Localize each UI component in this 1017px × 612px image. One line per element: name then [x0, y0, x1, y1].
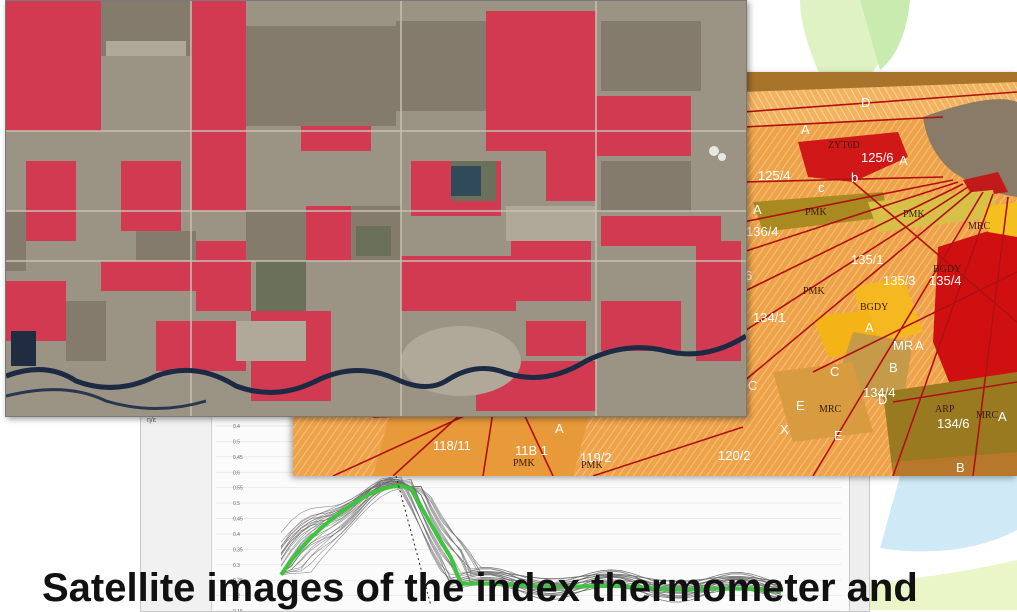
parcel-label: 134/1: [753, 310, 786, 325]
parcel-label: C: [830, 364, 839, 379]
parcel-label: D: [861, 95, 870, 110]
chart-mean-curve: [279, 483, 782, 593]
parcel-label: A: [753, 202, 762, 217]
parcel-label: D: [878, 392, 887, 407]
chart-spectral-curve: [280, 478, 782, 598]
chart-y-tick-label: 0.4: [233, 532, 240, 538]
chart-y-tick-label: 0.35: [233, 547, 243, 553]
parcel-label: 125/6: [861, 150, 894, 165]
parcel-label: ZYT6D: [828, 140, 860, 151]
parcel-label: A: [865, 320, 874, 335]
parcel-label: MRC: [976, 410, 999, 421]
chart-y-ticks: 0.4 0.5 0.45 0.6 0.55 0.5 0.45 0.4 0.35 0.3 0.25 0.…: [233, 424, 243, 611]
chart-y-tick-label: 0.2: [233, 594, 240, 600]
parcel-label: b: [851, 170, 858, 185]
satellite-image-canvas: [6, 1, 746, 416]
chart-plot-area: η/ε 0.40.50.450.60.550.50.450.40.350.30.…: [141, 406, 869, 611]
parcel-label: 125/4: [758, 168, 791, 183]
chart-curves: [279, 475, 782, 607]
parcel-label: MRC: [968, 221, 991, 232]
parcel-label: A: [801, 122, 810, 137]
parcel-label: MRC: [819, 404, 842, 415]
slide-caption: Satellite images of the index thermomete…: [42, 566, 918, 610]
chart-y-tick-label: 0.45: [233, 455, 243, 461]
parcel-label: PMK: [805, 207, 827, 218]
chart-y-tick-label: 0.45: [233, 517, 243, 523]
parcel-label: A: [998, 409, 1007, 424]
chart-y-tick-label: 0.25: [233, 578, 243, 584]
parcel-label: B: [889, 360, 898, 375]
chart-y-tick-label: 0.4: [233, 424, 240, 430]
chart-corner-label: η/ε: [147, 417, 156, 424]
chart-y-tick-label: 0.55: [233, 486, 243, 492]
chart-y-tick-label: 0.3: [233, 563, 240, 569]
parcel-label: 135/1: [851, 252, 884, 267]
parcel-label: 135/3: [883, 273, 916, 288]
satellite-false-color-image: [5, 0, 747, 417]
parcel-label: A: [915, 338, 924, 353]
parcel-label: 119/2: [580, 450, 612, 465]
parcel-label: X: [780, 422, 789, 437]
chart-spectral-curve: [280, 483, 782, 583]
chart-spectral-curve: [280, 487, 782, 589]
parcel-label: 11B 1: [515, 443, 548, 458]
parcel-label: 118/11: [433, 438, 471, 453]
parcel-label: 6: [745, 268, 752, 283]
parcel-label: 136/4: [746, 224, 779, 239]
parcel-label: ARP: [935, 404, 955, 415]
parcel-label: E: [796, 398, 805, 413]
parcel-label: MR: [893, 338, 913, 353]
parcel-label: A: [555, 421, 564, 436]
parcel-label: PMK: [903, 209, 925, 220]
parcel-label: PMK: [803, 286, 825, 297]
chart-y-tick-label: 0.5: [233, 439, 240, 445]
parcel-label: 120/2: [718, 448, 751, 463]
chart-y-tick-label: 0.5: [233, 501, 240, 507]
parcel-label: PMK: [513, 458, 535, 469]
parcel-label: E: [834, 428, 843, 443]
parcel-label: c: [818, 180, 825, 195]
parcel-label: B: [956, 460, 965, 475]
chart-y-tick-label: 0.6: [233, 470, 240, 476]
parcel-label: 135/4: [929, 273, 962, 288]
parcel-label: A: [899, 153, 908, 168]
parcel-label: 134/6: [937, 416, 970, 431]
parcel-label: PMK: [581, 460, 603, 471]
chart-spectral-curve: [280, 484, 782, 587]
parcel-label: BGDY: [860, 302, 888, 313]
parcel-label: BGDY: [933, 264, 961, 275]
parcel-label: C: [748, 378, 757, 393]
parcel-label: 134/4: [863, 385, 896, 400]
